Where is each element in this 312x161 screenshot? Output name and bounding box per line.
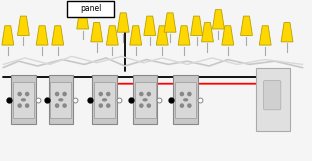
Ellipse shape	[63, 104, 66, 107]
Ellipse shape	[18, 92, 21, 96]
FancyBboxPatch shape	[49, 75, 73, 124]
FancyBboxPatch shape	[173, 75, 198, 124]
Ellipse shape	[26, 104, 29, 107]
Ellipse shape	[56, 92, 59, 96]
FancyBboxPatch shape	[11, 75, 36, 124]
Polygon shape	[202, 23, 213, 42]
Polygon shape	[144, 16, 156, 35]
Polygon shape	[212, 10, 224, 29]
Ellipse shape	[140, 104, 143, 107]
Polygon shape	[130, 26, 142, 45]
Ellipse shape	[56, 104, 59, 107]
Polygon shape	[178, 26, 190, 45]
FancyBboxPatch shape	[67, 1, 114, 17]
Polygon shape	[156, 26, 168, 45]
Ellipse shape	[99, 92, 102, 96]
FancyBboxPatch shape	[135, 82, 155, 118]
Ellipse shape	[188, 104, 191, 107]
Polygon shape	[36, 26, 48, 45]
Polygon shape	[117, 13, 129, 32]
FancyBboxPatch shape	[175, 82, 196, 118]
Circle shape	[143, 99, 147, 101]
FancyBboxPatch shape	[13, 82, 34, 118]
Text: panel: panel	[80, 4, 101, 13]
Ellipse shape	[107, 104, 110, 107]
Ellipse shape	[180, 92, 183, 96]
FancyBboxPatch shape	[264, 81, 281, 110]
Circle shape	[59, 99, 63, 101]
Ellipse shape	[180, 104, 183, 107]
Ellipse shape	[147, 92, 150, 96]
Ellipse shape	[18, 104, 21, 107]
FancyBboxPatch shape	[133, 75, 158, 124]
Polygon shape	[91, 23, 103, 42]
Polygon shape	[281, 23, 293, 42]
Ellipse shape	[63, 92, 66, 96]
Ellipse shape	[26, 92, 29, 96]
Circle shape	[22, 99, 25, 101]
FancyBboxPatch shape	[256, 68, 290, 131]
Ellipse shape	[140, 92, 143, 96]
Polygon shape	[241, 16, 252, 35]
Polygon shape	[106, 26, 118, 45]
Circle shape	[184, 99, 188, 101]
Polygon shape	[17, 16, 29, 35]
Circle shape	[103, 99, 106, 101]
Polygon shape	[222, 26, 234, 45]
FancyBboxPatch shape	[92, 75, 117, 124]
Polygon shape	[191, 16, 202, 35]
Polygon shape	[2, 26, 14, 45]
Polygon shape	[259, 26, 271, 45]
Polygon shape	[77, 10, 89, 29]
Ellipse shape	[188, 92, 191, 96]
Polygon shape	[52, 26, 64, 45]
Ellipse shape	[107, 92, 110, 96]
Polygon shape	[164, 13, 176, 32]
Ellipse shape	[99, 104, 102, 107]
FancyBboxPatch shape	[50, 82, 71, 118]
FancyBboxPatch shape	[94, 82, 115, 118]
Ellipse shape	[147, 104, 150, 107]
